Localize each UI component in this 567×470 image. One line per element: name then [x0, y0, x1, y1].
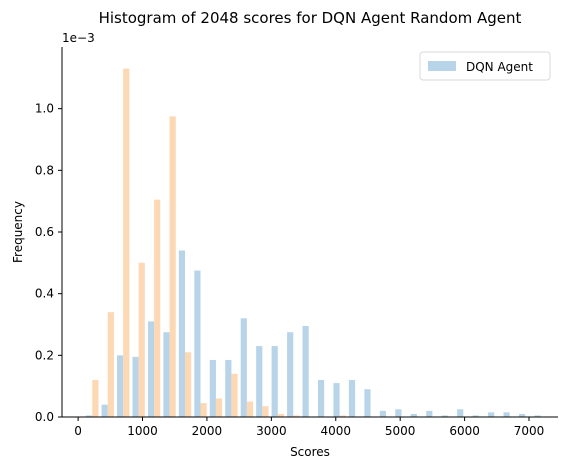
histogram-bar-series-0	[101, 404, 108, 417]
x-tick-label: 3000	[256, 424, 287, 438]
y-axis-ticks: 0.0 0.2 0.4 0.6 0.8 1.0	[35, 102, 62, 424]
x-tick-label: 6000	[449, 424, 480, 438]
histogram-bar-series-0	[472, 415, 479, 417]
y-tick-label: 0.4	[35, 287, 54, 301]
histogram-bar-series-1	[169, 116, 176, 418]
histogram-bar-series-0	[147, 321, 155, 417]
x-tick-label: 2000	[192, 424, 223, 438]
histogram-bar-series-0	[534, 415, 541, 417]
histogram-bar-series-1	[293, 415, 300, 417]
histogram-bar-series-0	[503, 412, 510, 418]
bars-layer-a	[86, 250, 541, 418]
histogram-bar-series-0	[317, 380, 325, 417]
histogram-bar-series-0	[271, 346, 278, 417]
histogram-bar-series-1	[339, 415, 346, 417]
x-tick-label: 7000	[514, 424, 545, 438]
y-tick-label: 0.6	[35, 225, 54, 239]
histogram-bar-series-0	[86, 415, 93, 417]
histogram-bar-series-0	[488, 412, 495, 418]
histogram-bar-series-0	[209, 359, 216, 417]
x-tick-label: 5000	[385, 424, 416, 438]
histogram-bar-series-1	[200, 403, 207, 418]
y-tick-label: 0.2	[35, 348, 54, 362]
histogram-bar-series-0	[518, 413, 526, 417]
histogram-bar-series-0	[178, 250, 186, 417]
x-axis-ticks: 0 1000 2000 3000 4000 5000 6000 7000	[74, 417, 544, 438]
histogram-bar-series-0	[379, 410, 387, 417]
histogram-bar-series-0	[302, 326, 309, 417]
y-axis-offset-label: 1e−3	[62, 31, 95, 45]
histogram-bar-series-1	[107, 312, 114, 417]
histogram-bar-series-1	[123, 68, 130, 417]
histogram-bar-series-1	[215, 398, 223, 417]
histogram-bar-series-0	[287, 332, 294, 417]
y-axis-label: Frequency	[11, 201, 25, 263]
histogram-bar-series-0	[364, 389, 371, 417]
histogram-bar-series-1	[138, 262, 145, 417]
histogram-bar-series-0	[225, 359, 232, 417]
histogram-bar-series-1	[277, 413, 284, 417]
histogram-bar-series-0	[441, 415, 448, 417]
histogram-bar-series-0	[457, 409, 464, 417]
legend-label-dqn-agent: DQN Agent	[466, 60, 533, 74]
x-tick-label: 4000	[320, 424, 351, 438]
y-tick-label: 0.8	[35, 163, 54, 177]
legend-box	[419, 51, 551, 81]
bars-layer-b	[92, 68, 346, 418]
histogram-bar-series-0	[395, 409, 402, 417]
x-axis-label: Scores	[290, 445, 330, 459]
y-tick-label: 0.0	[35, 410, 54, 424]
histogram-bar-series-1	[231, 373, 238, 417]
x-tick-label: 0	[74, 424, 82, 438]
histogram-bar-series-1	[246, 401, 254, 417]
histogram-bar-series-1	[185, 352, 192, 417]
chart-title: Histogram of 2048 scores for DQN Agent R…	[99, 9, 522, 27]
histogram-bar-series-0	[410, 413, 417, 417]
y-tick-label: 1.0	[35, 102, 54, 116]
histogram-bar-series-0	[348, 380, 356, 417]
histogram-bar-series-0	[426, 410, 433, 417]
histogram-bar-series-0	[132, 356, 139, 418]
histogram-bar-series-1	[262, 406, 269, 417]
histogram-bar-series-0	[117, 355, 124, 417]
histogram-bar-series-1	[154, 199, 161, 418]
histogram-bar-series-0	[163, 332, 170, 417]
histogram-bar-series-1	[92, 380, 99, 417]
histogram-bar-series-0	[256, 346, 263, 417]
x-tick-label: 1000	[127, 424, 158, 438]
legend-swatch-dqn-agent	[428, 61, 456, 71]
legend: DQN Agent	[419, 51, 551, 81]
histogram-bar-series-0	[240, 318, 247, 417]
histogram-bar-series-0	[333, 383, 340, 417]
histogram-bar-series-0	[194, 270, 201, 417]
